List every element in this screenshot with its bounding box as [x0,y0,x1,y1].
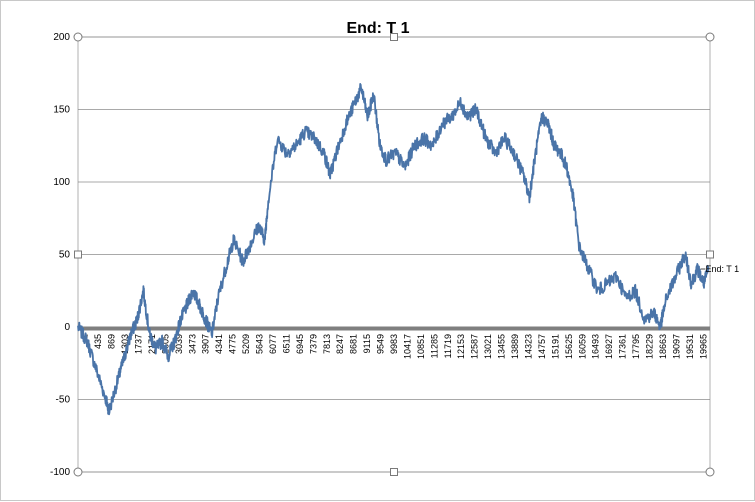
x-tick-label: 12587 [470,334,480,359]
side-resize-handle[interactable] [390,33,398,41]
x-tick-label: 5209 [241,334,251,354]
x-tick-label: 19965 [698,334,708,359]
x-tick-label: 2605 [160,334,170,354]
side-resize-handle[interactable] [74,250,82,259]
series-line [77,83,710,416]
x-tick-label: 18663 [658,334,668,359]
chart-title: End: T 1 [346,20,409,37]
x-tick-label: 16493 [591,334,601,359]
x-tick-label: 869 [107,334,117,349]
y-tick-label: -50 [56,395,71,406]
x-tick-label: 435 [93,334,103,349]
x-tick-label: 13889 [510,334,520,359]
x-tick-label: 15191 [550,334,560,359]
corner-resize-handle[interactable] [73,467,83,477]
x-tick-label: 7379 [308,334,318,354]
x-tick-label: 6511 [281,334,291,353]
corner-resize-handle[interactable] [73,32,83,42]
y-tick-label: 0 [64,322,70,333]
series-layer: End: T 1 [77,83,739,416]
x-tick-label: 10851 [416,334,426,359]
corner-resize-handle[interactable] [705,32,715,42]
x-tick-label: 7813 [322,334,332,354]
series-label: End: T 1 [705,264,739,274]
x-tick-label: 14757 [537,334,547,359]
x-tick-label: 11285 [429,334,439,358]
x-tick-label: 9115 [362,334,372,353]
x-tick-label: 16059 [577,334,587,359]
x-tick-label: 8247 [335,334,345,354]
x-tick-label: 3473 [187,334,197,354]
x-tick-label: 19531 [685,334,695,359]
x-tick-label: 15625 [564,334,574,359]
x-tick-label: 12153 [456,334,466,359]
gridlines [77,36,711,473]
y-axis-tick-labels: -100 -50 0 50 100 150 200 [50,32,70,478]
x-tick-label: 4341 [214,334,224,354]
x-tick-label: 10417 [402,334,412,359]
x-tick-label: 13455 [497,334,507,359]
x-tick-label: 1303 [120,334,130,354]
y-tick-label: 200 [53,32,70,43]
side-resize-handle[interactable] [706,250,714,259]
side-resize-handle[interactable] [390,468,398,476]
x-tick-label: 16927 [604,334,614,359]
x-tick-label: 8681 [349,334,359,354]
x-tick-label: 3907 [201,334,211,354]
y-tick-label: 150 [53,105,70,116]
x-tick-label: 6945 [295,334,305,354]
x-tick-label: 9983 [389,334,399,354]
selection-handles [73,32,715,477]
x-tick-label: 6077 [268,334,278,354]
x-tick-label: 13021 [483,334,493,359]
x-tick-label: 11719 [443,334,453,358]
x-tick-label: 4775 [228,334,238,354]
x-tick-label: 3039 [174,334,184,354]
x-tick-label: 9549 [376,334,386,354]
y-tick-label: 50 [59,250,71,261]
x-tick-label: 17361 [618,334,628,359]
x-tick-label: 18229 [644,334,654,359]
x-tick-label: 5643 [255,334,265,354]
corner-resize-handle[interactable] [705,467,715,477]
y-tick-label: 100 [53,177,70,188]
x-tick-label: 19097 [671,334,681,359]
x-tick-label: 14323 [523,334,533,359]
x-tick-label: 1737 [134,334,144,354]
y-tick-label: -100 [50,467,70,478]
x-tick-label: 17795 [631,334,641,359]
